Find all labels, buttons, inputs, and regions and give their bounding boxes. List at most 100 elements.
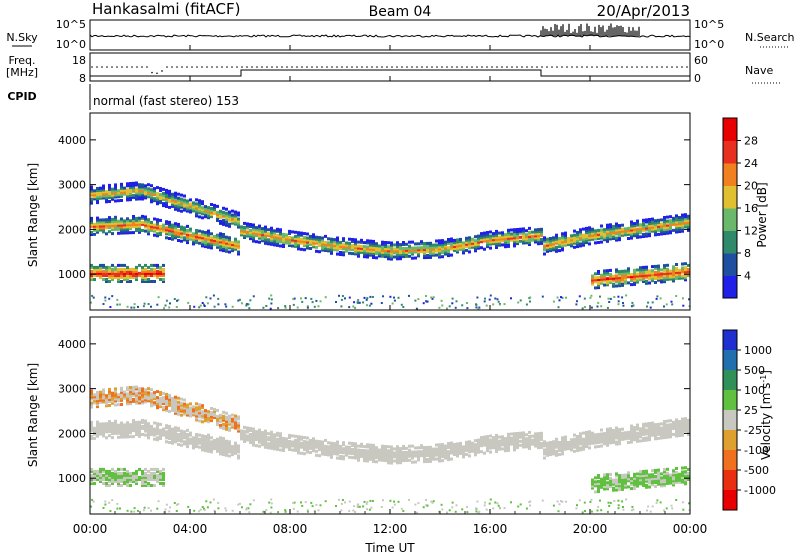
x-tick-label: 12:00 xyxy=(373,522,408,536)
velocity-cell xyxy=(618,438,621,442)
power-cell xyxy=(360,238,363,242)
velocity-cell xyxy=(474,445,477,449)
power-cell xyxy=(258,230,261,234)
power-cell xyxy=(306,244,309,248)
power-cell xyxy=(340,298,343,301)
power-cell xyxy=(456,244,459,248)
power-cell xyxy=(627,281,630,285)
power-cell xyxy=(204,211,207,215)
power-cell xyxy=(141,274,144,277)
velocity-cell xyxy=(216,414,219,418)
power-cell xyxy=(96,224,99,228)
velocity-cell xyxy=(123,425,126,429)
power-cell xyxy=(240,229,243,233)
velocity-cell xyxy=(186,411,189,415)
velocity-cell xyxy=(579,434,582,438)
velocity-cell xyxy=(204,411,207,415)
velocity-cell xyxy=(147,395,150,399)
freq-panel: Freq. [MHz] 18 8 60 0 Nave xyxy=(6,52,782,85)
velocity-cell xyxy=(600,483,603,487)
velocity-cell xyxy=(525,507,528,510)
velocity-cell xyxy=(108,391,111,395)
power-cell xyxy=(448,305,451,308)
power-cell xyxy=(654,231,657,235)
velocity-cell xyxy=(288,440,291,443)
power-cell xyxy=(162,229,165,233)
velocity-cell xyxy=(447,446,450,449)
velocity-cell xyxy=(129,394,132,398)
velocity-cell xyxy=(636,437,639,441)
power-cell xyxy=(396,243,399,247)
velocity-cell xyxy=(582,437,585,441)
velocity-cell xyxy=(678,432,681,436)
velocity-cell xyxy=(156,478,159,481)
power-cell xyxy=(441,255,444,259)
velocity-cell xyxy=(591,437,594,441)
velocity-cell xyxy=(284,510,287,513)
power-cell xyxy=(651,221,654,225)
power-cell xyxy=(321,240,324,244)
velocity-cell xyxy=(555,453,558,457)
power-cell xyxy=(288,232,291,235)
power-cell xyxy=(549,239,552,242)
power-cell xyxy=(312,243,315,247)
velocity-cell xyxy=(204,441,207,444)
velocity-cell xyxy=(252,433,255,437)
power-cell xyxy=(477,246,480,250)
power-cell xyxy=(660,224,663,228)
velocity-cell xyxy=(324,451,327,454)
power-cell xyxy=(555,233,558,237)
power-cell xyxy=(102,194,105,198)
power-cell xyxy=(129,186,132,190)
velocity-cell xyxy=(378,454,381,458)
velocity-cell xyxy=(90,475,93,479)
power-cell xyxy=(231,219,234,223)
velocity-cell xyxy=(529,504,531,507)
velocity-cell xyxy=(489,446,492,450)
velocity-cell xyxy=(681,421,684,425)
velocity-cell xyxy=(111,401,114,405)
power-cell xyxy=(633,278,636,282)
power-cell xyxy=(147,195,150,199)
power-cell xyxy=(390,247,393,251)
velocity-cell xyxy=(513,446,516,450)
velocity-cell xyxy=(162,398,165,401)
velocity-cell xyxy=(663,484,666,488)
power-cell xyxy=(525,233,528,237)
velocity-cell xyxy=(414,452,417,456)
power-cell xyxy=(114,191,117,195)
power-cell xyxy=(666,227,669,231)
power-cell xyxy=(108,271,111,275)
velocity-cell xyxy=(456,452,459,456)
power-cell xyxy=(159,224,162,228)
power-cell xyxy=(382,295,384,298)
velocity-cell xyxy=(180,433,183,437)
power-cell xyxy=(451,297,454,300)
power-cell xyxy=(345,247,348,251)
velocity-cell xyxy=(133,507,136,510)
velocity-cell xyxy=(162,400,165,403)
velocity-cell xyxy=(93,397,96,401)
velocity-cell xyxy=(213,447,216,451)
velocity-cell xyxy=(210,436,213,440)
nave-dot xyxy=(171,66,173,68)
power-cell xyxy=(570,244,573,248)
velocity-cell xyxy=(102,475,105,479)
power-cell xyxy=(102,222,105,226)
velocity-cell xyxy=(120,390,123,394)
nave-dot xyxy=(96,66,98,68)
velocity-cell xyxy=(105,398,108,402)
power-cell xyxy=(144,188,147,192)
velocity-cell xyxy=(306,450,309,454)
power-cell xyxy=(654,272,657,276)
velocity-cell xyxy=(138,401,141,405)
power-cell xyxy=(429,255,432,259)
velocity-cell xyxy=(293,501,296,504)
power-cell xyxy=(663,270,666,274)
velocity-cell xyxy=(267,442,270,446)
power-cell xyxy=(631,301,634,304)
velocity-cell xyxy=(282,445,285,448)
power-cell xyxy=(507,232,510,236)
nave-dot xyxy=(391,66,393,68)
